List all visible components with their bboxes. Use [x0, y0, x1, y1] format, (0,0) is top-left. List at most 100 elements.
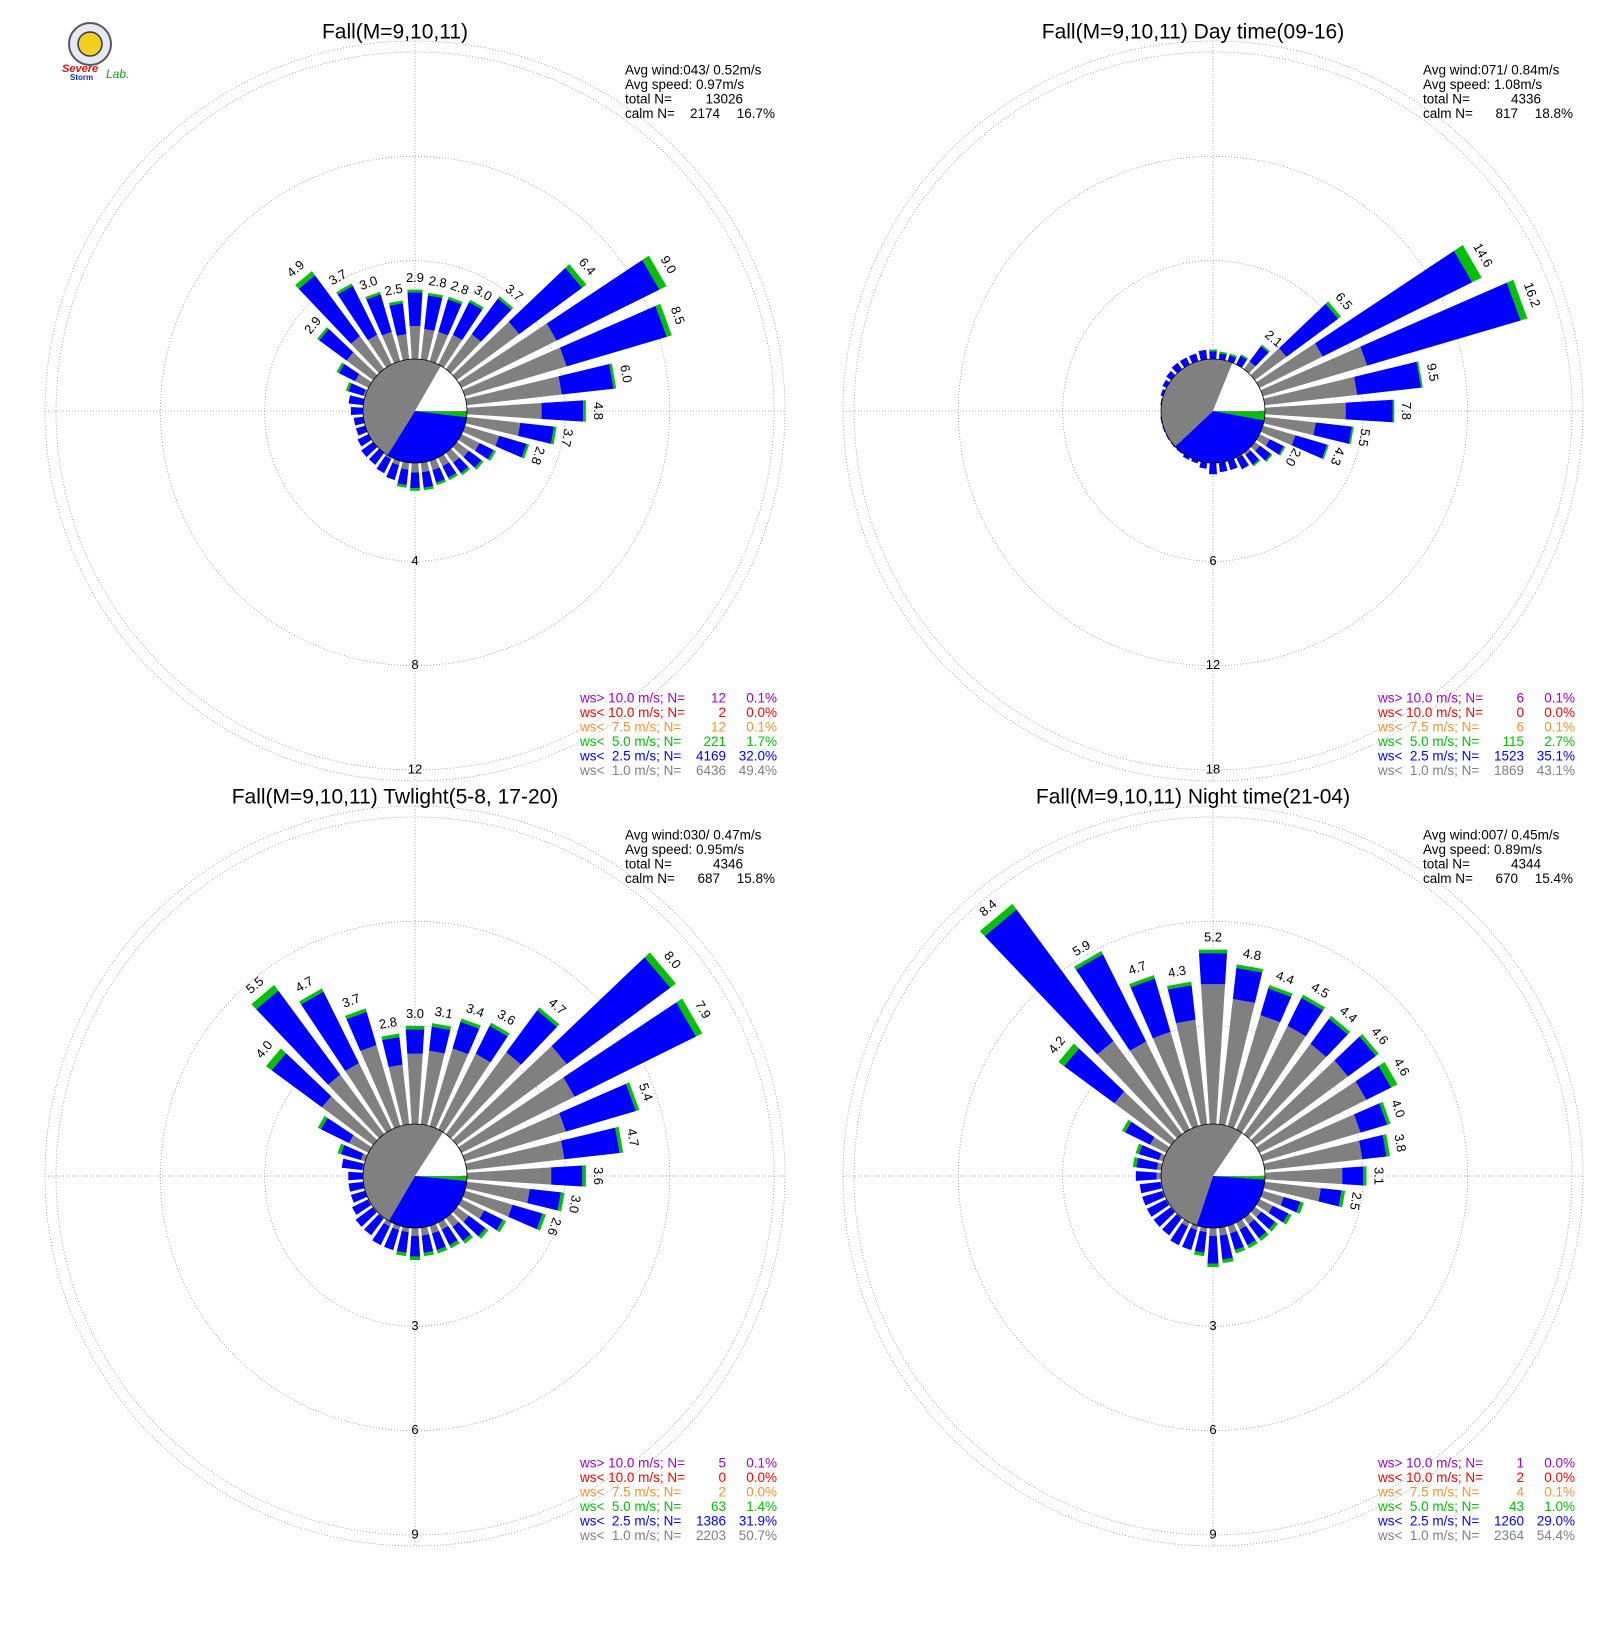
bar-label: 3.7 — [558, 428, 576, 448]
bar-segment — [429, 1026, 451, 1054]
bar-segment — [397, 468, 409, 486]
bar-segment — [462, 1234, 474, 1244]
bar-segment — [1245, 450, 1260, 465]
bar-segment — [1268, 1205, 1289, 1223]
bar-segment — [350, 1189, 370, 1203]
bar-segment — [1207, 1235, 1219, 1264]
stat-value: 16.7% — [737, 106, 775, 121]
bar-segment — [396, 334, 410, 367]
legend-percent: 49.4% — [739, 763, 777, 778]
bar-segment — [351, 1199, 371, 1215]
bar-segment — [1170, 1223, 1188, 1246]
bar-segment — [1218, 998, 1255, 1132]
bar-label: 2.5 — [383, 281, 403, 299]
legend-count: 4169 — [696, 749, 726, 764]
bar-segment — [457, 347, 567, 399]
bar-segment — [1257, 416, 1316, 436]
bar-segment — [561, 1127, 620, 1160]
bar-segment — [1236, 964, 1264, 973]
legend-percent: 0.0% — [1544, 1456, 1575, 1471]
chart-title: Fall(M=9,10,11) Night time(21-04) — [1036, 786, 1350, 809]
bar-segment — [348, 1171, 366, 1181]
bar-segment — [376, 455, 392, 474]
bar-segment — [1360, 282, 1521, 366]
bar-segment — [471, 298, 512, 342]
bar-segment — [435, 1053, 491, 1138]
bar-segment — [1363, 1166, 1367, 1186]
bar-segment — [1283, 1213, 1292, 1225]
bar-label: 2.8 — [378, 1014, 398, 1032]
bar-segment — [1258, 1167, 1343, 1185]
bar-segment — [453, 1196, 485, 1219]
bar-segment — [488, 450, 496, 461]
wind-rose: 3695.24.84.44.54.44.64.64.03.83.12.54.28… — [842, 786, 1584, 1547]
stat-text: Avg speed: 1.08m/s — [1423, 77, 1542, 92]
bar-segment — [1121, 1119, 1132, 1133]
pie-slice — [415, 1132, 467, 1176]
legend-label: ws< 7.5 m/s; N= — [1377, 720, 1479, 735]
bar-segment — [1416, 361, 1423, 388]
bar-segment — [421, 470, 434, 488]
stat-text: Avg speed: 0.97m/s — [625, 77, 744, 92]
bar-label: 7.9 — [692, 998, 714, 1021]
bar-segment — [436, 1246, 448, 1254]
bar-segment — [1162, 1214, 1182, 1236]
bar-segment — [1200, 984, 1226, 1131]
bar-segment — [389, 303, 407, 336]
bar-label: 5.9 — [1070, 937, 1093, 959]
bar-label: 4.7 — [293, 973, 316, 995]
bar-segment — [1125, 1121, 1155, 1145]
bar-segment — [551, 957, 671, 1065]
bar-label: 6.0 — [617, 364, 635, 384]
bar-segment — [1342, 1166, 1364, 1186]
bar-segment — [364, 1214, 384, 1236]
bar-segment — [1291, 435, 1328, 459]
bar-segment — [1246, 1060, 1348, 1149]
bar-segment — [345, 382, 352, 392]
bar-segment — [381, 1033, 400, 1041]
legend-percent: 1.0% — [1544, 1499, 1575, 1514]
bar-segment — [527, 1188, 561, 1211]
bar-segment — [1355, 1065, 1392, 1100]
pie-slice — [1161, 1124, 1243, 1226]
ring-tick-label: 3 — [1209, 1318, 1216, 1333]
bar-segment — [1313, 422, 1353, 444]
bar-segment — [1229, 353, 1237, 358]
bar-segment — [407, 289, 423, 293]
pie-slice — [363, 1124, 444, 1221]
bar-segment — [405, 1029, 425, 1054]
bar-segment — [1227, 457, 1238, 471]
bar-segment — [457, 1188, 513, 1217]
bar-segment — [489, 1022, 510, 1037]
legend-label: ws> 10.0 m/s; N= — [579, 691, 685, 706]
bar-segment — [1182, 1227, 1198, 1251]
legend-label: ws< 7.5 m/s; N= — [579, 1485, 681, 1500]
bar-segment — [508, 1204, 543, 1230]
bar-segment — [350, 336, 388, 378]
bar-segment — [424, 295, 443, 331]
stat-value: 4336 — [1511, 92, 1541, 107]
bar-segment — [1378, 1062, 1398, 1088]
bar-segment — [1256, 1211, 1276, 1230]
bar-label: 4.0 — [1388, 1098, 1408, 1120]
bar-segment — [348, 395, 366, 406]
legend-label: ws< 1.0 m/s; N= — [579, 1528, 681, 1543]
bar-segment — [448, 473, 458, 481]
legend-label: ws< 2.5 m/s; N= — [579, 1514, 681, 1529]
bar-segment — [1240, 1043, 1327, 1143]
logo-text: Severe — [62, 63, 98, 75]
stat-label: calm N= — [1423, 106, 1473, 121]
bar-segment — [1233, 1025, 1306, 1138]
bar-segment — [405, 1025, 425, 1030]
grid-ring — [957, 920, 1469, 1432]
logo-text: Lab. — [106, 67, 129, 81]
pie-slice — [388, 1176, 467, 1229]
legend-count: 221 — [703, 734, 726, 749]
bar-segment — [427, 292, 443, 298]
pie-slice — [1213, 1176, 1265, 1180]
bar-segment — [478, 1228, 489, 1239]
bar-label: 4.5 — [1309, 979, 1332, 1001]
bar-segment — [1257, 376, 1358, 406]
legend-label: ws< 5.0 m/s; N= — [1377, 734, 1479, 749]
